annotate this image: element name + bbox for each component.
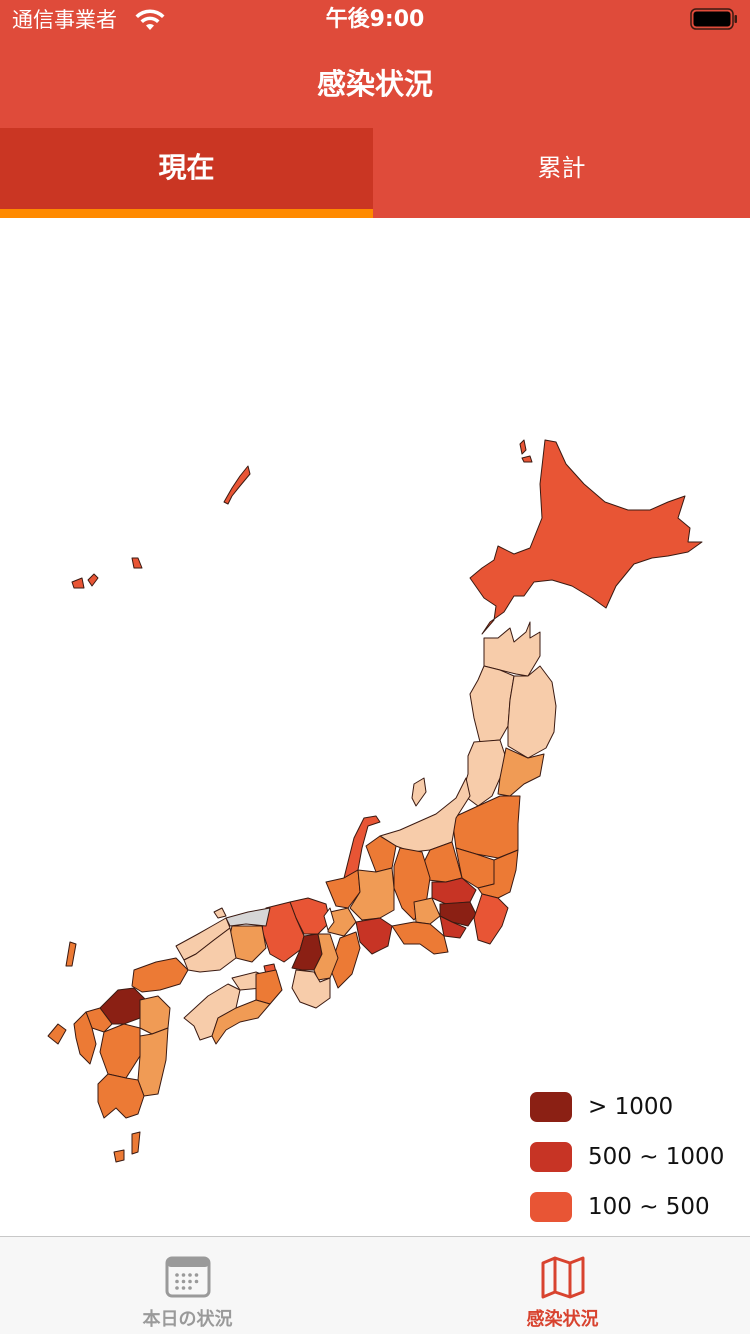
region-tokushima[interactable] bbox=[255, 969, 283, 1005]
region-shizuoka[interactable] bbox=[391, 921, 449, 955]
tabbar-item-infection-status[interactable]: 感染状況 bbox=[375, 1237, 750, 1334]
region-tottori[interactable] bbox=[225, 907, 271, 927]
region-okinawa-islet-b[interactable] bbox=[71, 577, 85, 589]
region-chiba[interactable] bbox=[473, 893, 509, 945]
wifi-icon bbox=[135, 9, 165, 30]
region-iwate[interactable] bbox=[507, 665, 557, 759]
tabbar-item-today[interactable]: 本日の状況 bbox=[0, 1237, 375, 1334]
region-oita[interactable] bbox=[139, 995, 171, 1035]
region-kagoshima[interactable] bbox=[97, 1073, 145, 1119]
region-yamaguchi[interactable] bbox=[131, 957, 189, 993]
tab-cumulative[interactable]: 累計 bbox=[373, 128, 750, 218]
tabbar-label-today: 本日の状況 bbox=[142, 1309, 233, 1330]
map-icon bbox=[541, 1256, 585, 1299]
status-bar: 通信事業者 午後9:00 bbox=[0, 0, 750, 40]
region-goto-islands[interactable] bbox=[47, 1023, 67, 1045]
region-akita[interactable] bbox=[469, 665, 515, 743]
legend-label: > 1000 bbox=[588, 1094, 674, 1120]
region-okinawa-islet-c[interactable] bbox=[87, 573, 99, 587]
region-nagasaki[interactable] bbox=[73, 1011, 97, 1065]
legend-row-500-1000: 500 ~ 1000 bbox=[530, 1142, 740, 1172]
region-wakayama[interactable] bbox=[291, 969, 331, 1009]
region-hokkaido[interactable] bbox=[469, 439, 703, 635]
legend-row-over-1000: > 1000 bbox=[530, 1092, 740, 1122]
region-okinawa-main[interactable] bbox=[223, 465, 251, 505]
region-nara[interactable] bbox=[313, 933, 339, 981]
japan-map bbox=[47, 439, 703, 1163]
region-yamagata[interactable] bbox=[461, 739, 507, 807]
region-saitama[interactable] bbox=[431, 877, 477, 905]
segment-tabs: 現在 累計 bbox=[0, 128, 750, 218]
region-ishikawa[interactable] bbox=[343, 815, 381, 879]
region-okinawa-islet-a[interactable] bbox=[131, 557, 143, 569]
region-hokkaido-islet[interactable] bbox=[521, 455, 533, 463]
region-tanegashima[interactable] bbox=[131, 1131, 141, 1155]
carrier-name: 通信事業者 bbox=[12, 8, 117, 32]
legend-label: 500 ~ 1000 bbox=[588, 1144, 725, 1170]
region-oki[interactable] bbox=[213, 907, 227, 919]
legend-label: 100 ~ 500 bbox=[588, 1194, 710, 1220]
calendar-icon bbox=[165, 1256, 211, 1298]
region-kumamoto[interactable] bbox=[99, 1023, 141, 1079]
region-yamanashi[interactable] bbox=[413, 897, 441, 925]
header: 通信事業者 午後9:00 感染状況 現在 累計 bbox=[0, 0, 750, 218]
region-gifu[interactable] bbox=[349, 867, 395, 921]
region-rishiri[interactable] bbox=[519, 439, 527, 455]
region-kochi[interactable] bbox=[211, 999, 271, 1045]
region-kanagawa[interactable] bbox=[439, 915, 467, 939]
region-toyama[interactable] bbox=[365, 835, 397, 873]
legend-row-100-500: 100 ~ 500 bbox=[530, 1192, 740, 1222]
region-hiroshima[interactable] bbox=[183, 927, 237, 973]
battery-icon bbox=[690, 8, 737, 30]
region-sado[interactable] bbox=[411, 777, 427, 807]
region-tsushima[interactable] bbox=[65, 941, 77, 967]
status-time: 午後9:00 bbox=[325, 7, 425, 32]
tab-selected-indicator bbox=[0, 209, 373, 218]
legend-swatch bbox=[530, 1142, 572, 1172]
bottom-tab-bar: 本日の状況 感染状況 bbox=[0, 1236, 750, 1334]
legend-swatch bbox=[530, 1092, 572, 1122]
region-aichi[interactable] bbox=[355, 917, 393, 955]
region-miyagi[interactable] bbox=[497, 747, 545, 797]
tab-cumulative-label: 累計 bbox=[537, 154, 586, 182]
region-miyazaki[interactable] bbox=[137, 1027, 169, 1097]
tabbar-label-infection-status: 感染状況 bbox=[526, 1309, 599, 1330]
region-yakushima[interactable] bbox=[113, 1149, 125, 1163]
tab-current-label: 現在 bbox=[158, 151, 215, 184]
legend-swatch bbox=[530, 1192, 572, 1222]
tab-current[interactable]: 現在 bbox=[0, 128, 373, 218]
page-title: 感染状況 bbox=[316, 67, 433, 101]
lake-biwa bbox=[323, 907, 335, 931]
infection-map: > 1000 500 ~ 1000 100 ~ 500 bbox=[0, 218, 750, 1236]
